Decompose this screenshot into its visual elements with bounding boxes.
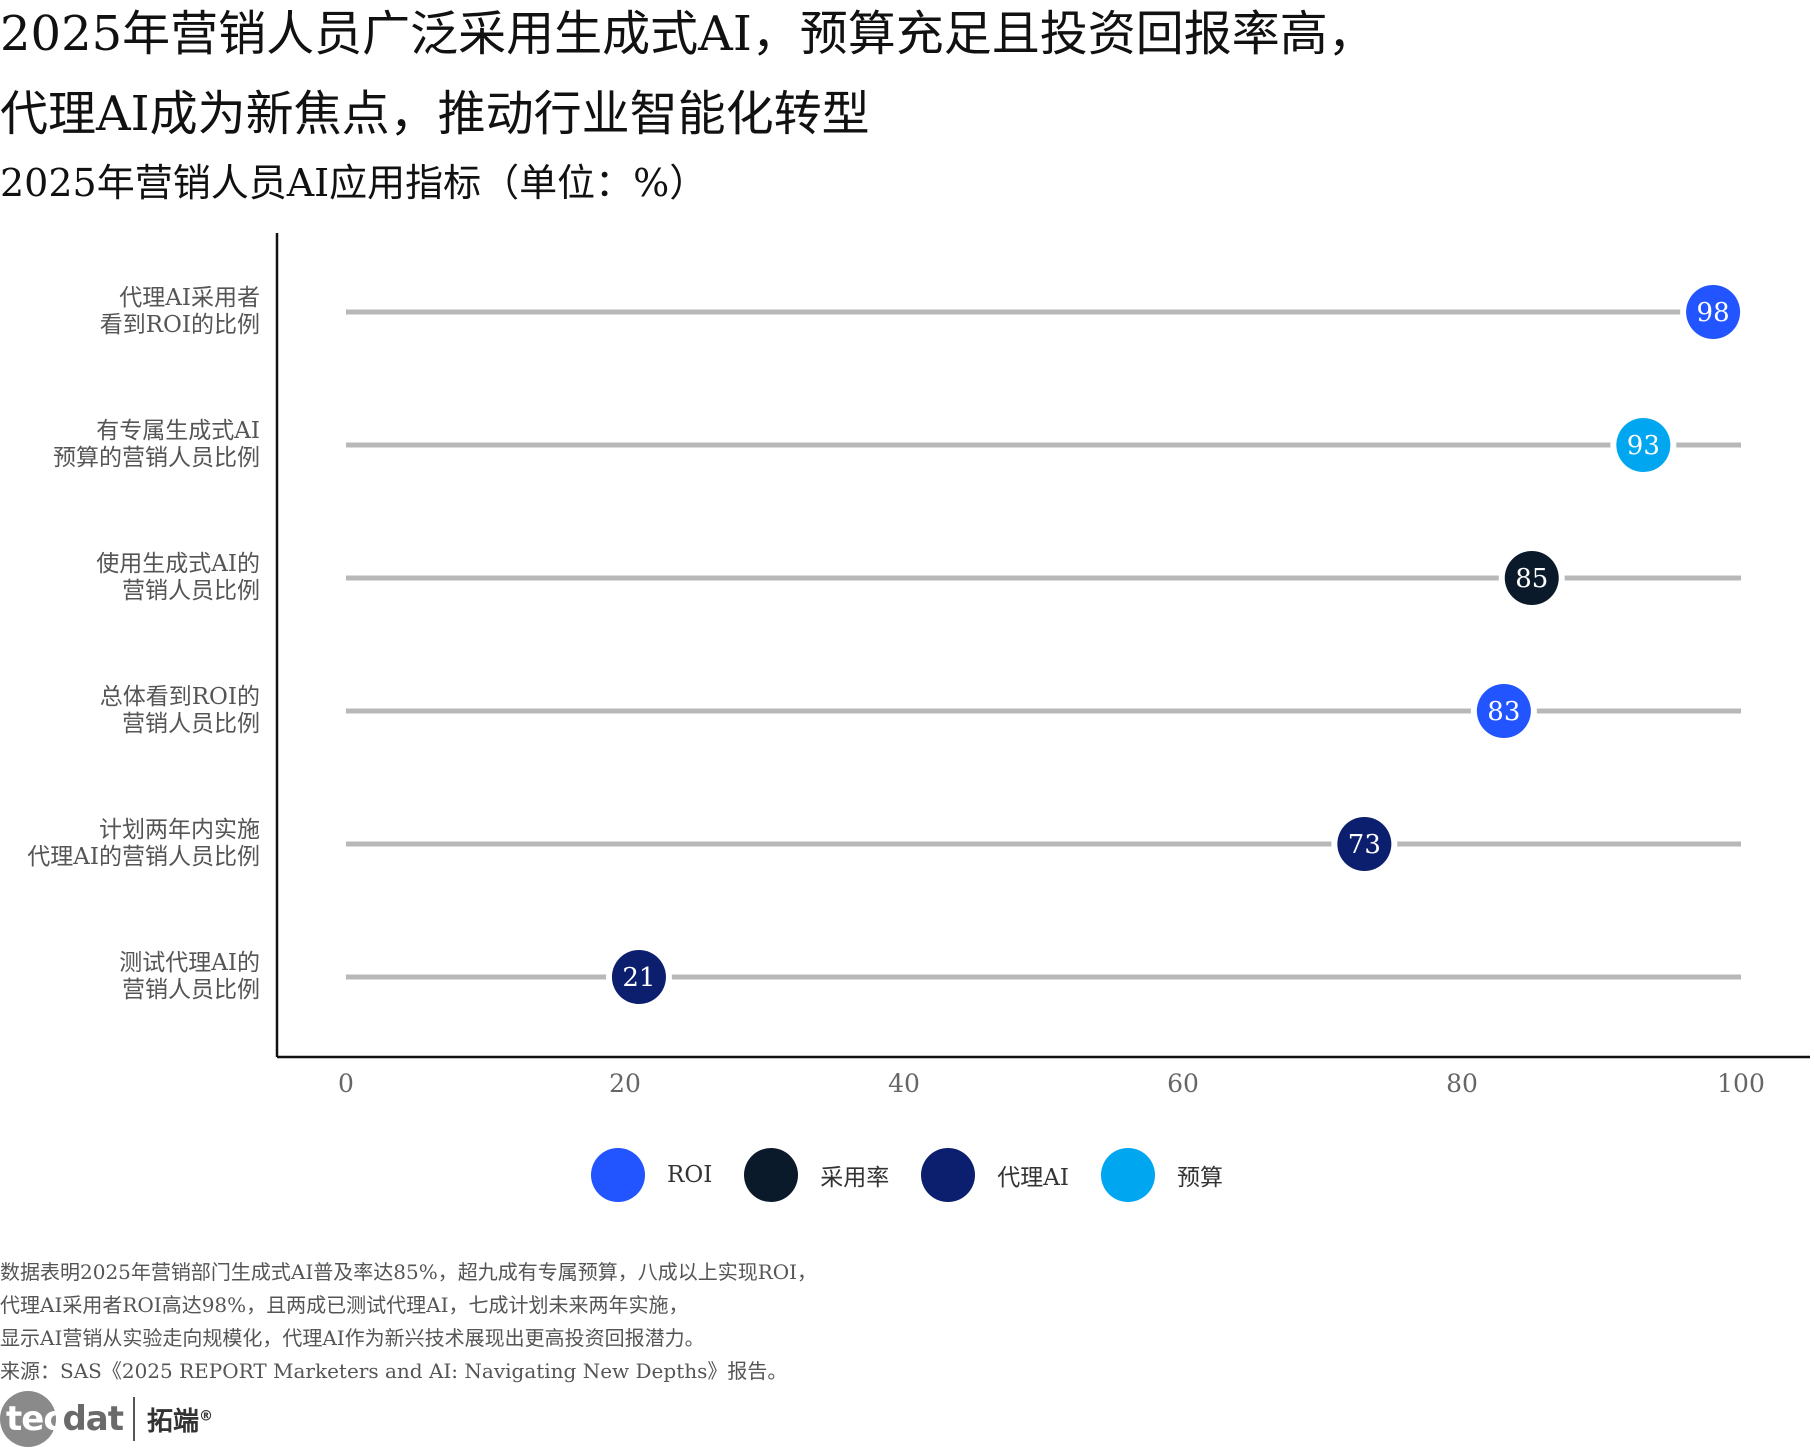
legend-swatch-2: [921, 1148, 976, 1202]
data-label-3: 83: [1487, 697, 1520, 727]
category-label-0: 代理AI采用者 看到ROI的比例: [99, 285, 260, 338]
data-label-5: 21: [622, 963, 655, 993]
logo-wordmark: tecdat: [6, 1399, 124, 1439]
legend-item-1: 采用率: [744, 1148, 889, 1202]
chart-title-line-1: 2025年营销人员广泛采用生成式AI，预算充足且投资回报率高，: [0, 6, 1376, 62]
x-tick-label-0: 0: [338, 1069, 354, 1098]
x-tick-label-3: 60: [1167, 1069, 1199, 1098]
legend-label-1: 采用率: [820, 1165, 890, 1191]
x-tick-label-2: 40: [888, 1069, 920, 1098]
logo-circle-icon: [0, 1391, 56, 1447]
x-tick-label-1: 20: [609, 1069, 641, 1098]
x-tick-label-4: 80: [1446, 1069, 1478, 1098]
data-dot-0: [1686, 285, 1741, 339]
category-label-2: 使用生成式AI的 营销人员比例: [96, 551, 260, 604]
dot-plot: 0 20 40 60 80 100 98 93 85 83 73 21: [275, 233, 1810, 1098]
data-label-0: 98: [1697, 298, 1730, 328]
footnote-line-3: 显示AI营销从实验走向规模化，代理AI作为新兴技术展现出更高投资回报潜力。: [0, 1326, 705, 1350]
legend-label-3: 预算: [1176, 1165, 1223, 1191]
legend-label-2: 代理AI: [997, 1165, 1069, 1191]
footnote-line-1: 数据表明2025年营销部门生成式AI普及率达85%，超九成有专属预算，八成以上实…: [0, 1260, 818, 1284]
logo-chinese-name: 拓端®: [147, 1406, 214, 1437]
category-label-5: 测试代理AI的 营销人员比例: [119, 950, 260, 1003]
data-dot-5: [611, 950, 666, 1004]
footnote-source: 来源：SAS《2025 REPORT Marketers and AI: Nav…: [0, 1359, 788, 1383]
legend: ROI 采用率 代理AI 预算: [0, 1148, 1814, 1202]
data-dot-4: [1337, 817, 1392, 871]
footnote: 数据表明2025年营销部门生成式AI普及率达85%，超九成有专属预算，八成以上实…: [0, 1256, 817, 1388]
brand-logo: tecdat 拓端®: [0, 1388, 213, 1450]
data-dot-2: [1504, 551, 1559, 605]
data-label-4: 73: [1348, 830, 1381, 860]
category-label-4: 计划两年内实施 代理AI的营销人员比例: [27, 817, 260, 870]
footnote-line-2: 代理AI采用者ROI高达98%，且两成已测试代理AI，七成计划未来两年实施，: [0, 1293, 689, 1317]
chart-subtitle: 2025年营销人员AI应用指标（单位：%）: [0, 161, 708, 205]
legend-label-0: ROI: [667, 1162, 713, 1188]
x-tick-label-5: 100: [1717, 1069, 1765, 1098]
chart-title-line-2: 代理AI成为新焦点，推动行业智能化转型: [0, 86, 870, 142]
legend-item-0: ROI: [591, 1148, 712, 1202]
legend-swatch-3: [1100, 1148, 1155, 1202]
data-dot-3: [1476, 684, 1531, 738]
data-label-2: 85: [1515, 564, 1548, 594]
data-label-1: 93: [1627, 431, 1660, 461]
legend-item-3: 预算: [1100, 1148, 1223, 1202]
data-dot-1: [1616, 418, 1671, 472]
legend-swatch-1: [744, 1148, 799, 1202]
category-label-3: 总体看到ROI的 营销人员比例: [99, 684, 260, 737]
logo-divider: [133, 1397, 136, 1441]
category-label-1: 有专属生成式AI 预算的营销人员比例: [53, 418, 260, 471]
legend-item-2: 代理AI: [921, 1148, 1069, 1202]
legend-swatch-0: [591, 1148, 646, 1202]
